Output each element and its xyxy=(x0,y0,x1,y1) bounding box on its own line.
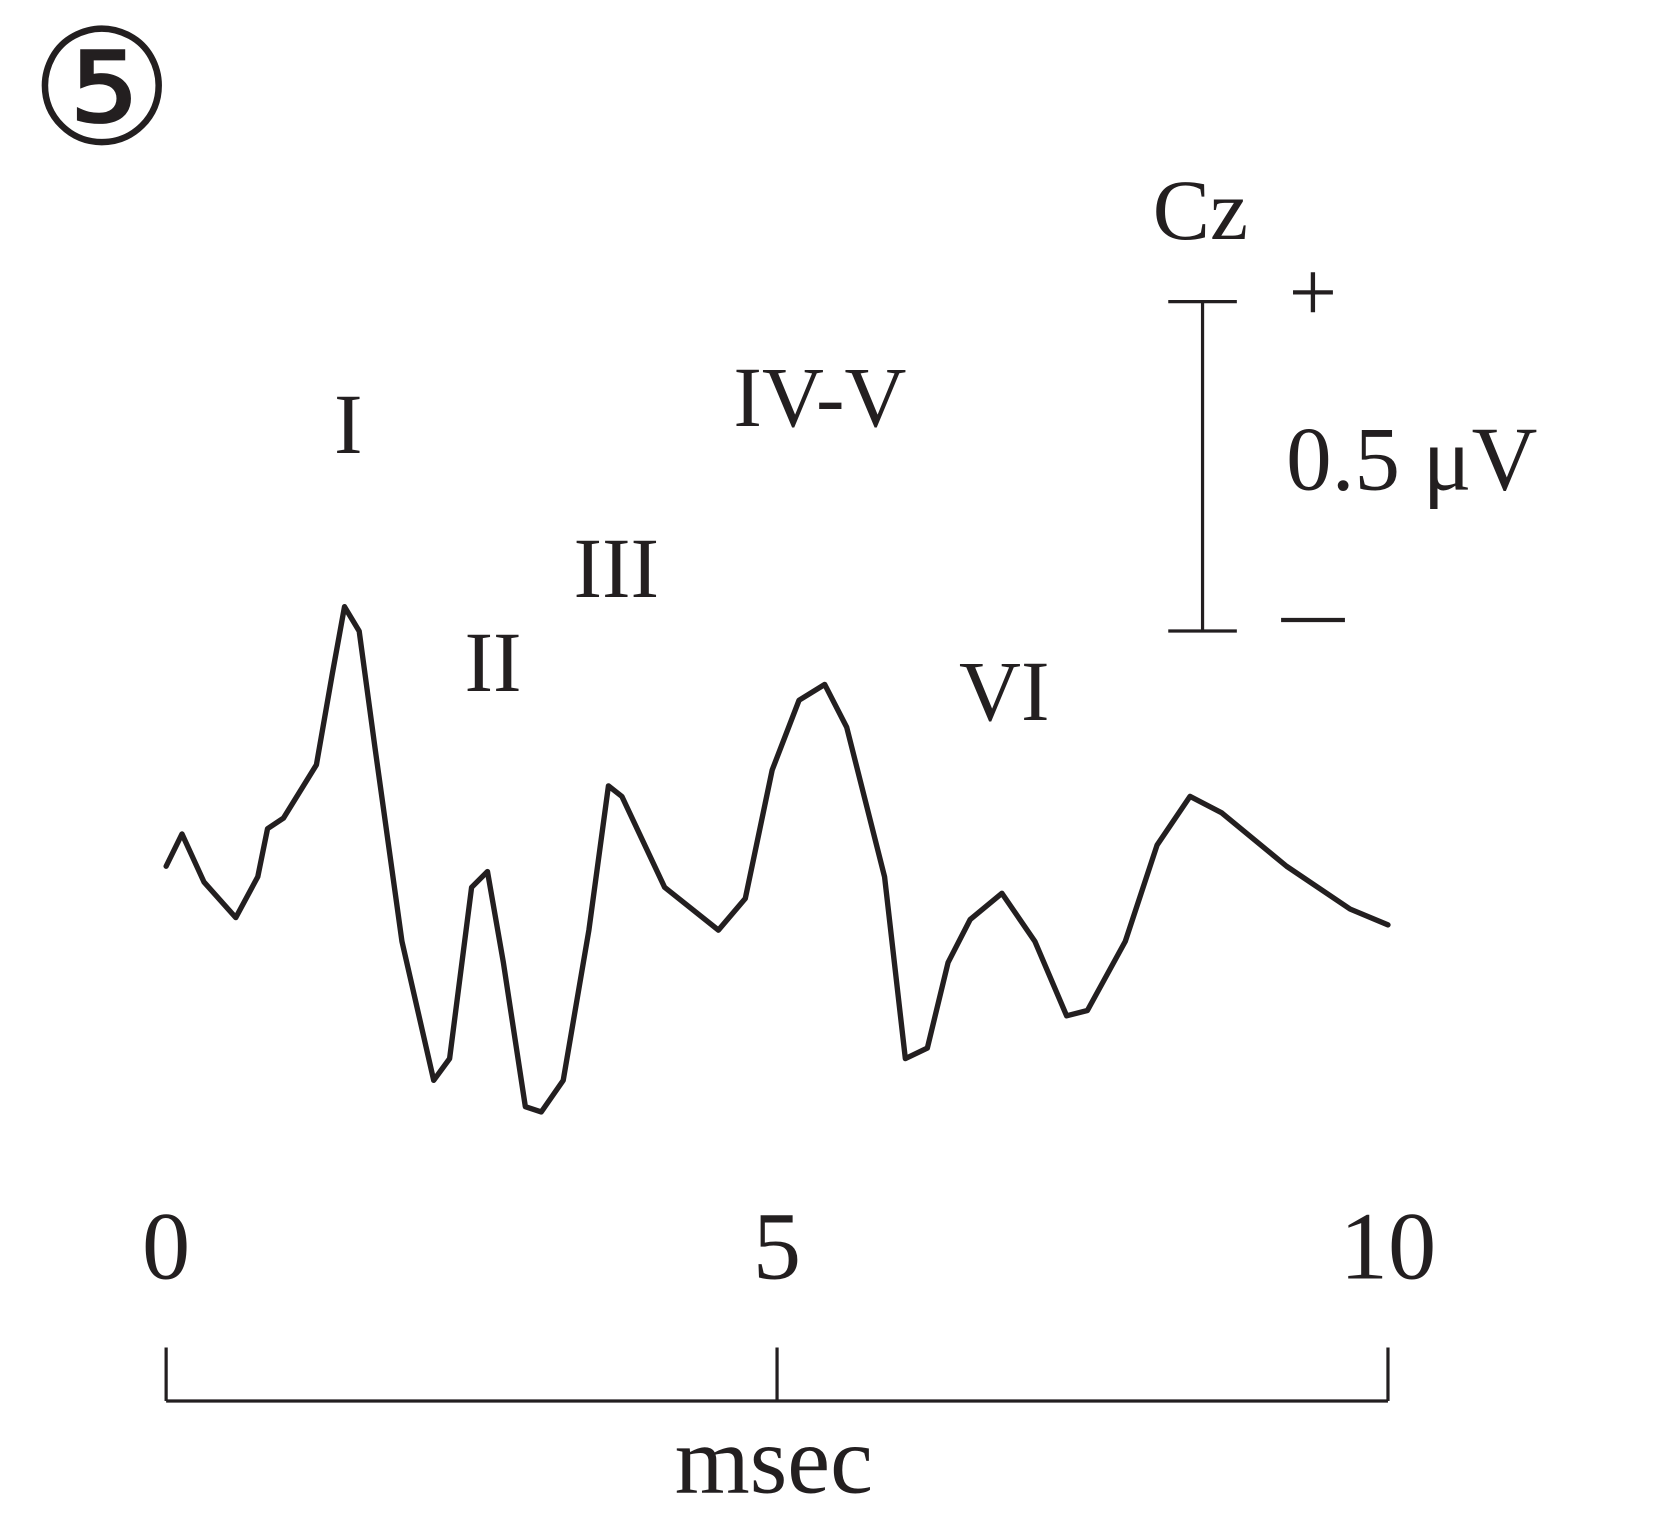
x-tick-label: 5 xyxy=(753,1193,801,1300)
peak-label: I xyxy=(334,377,363,472)
peak-label: III xyxy=(573,521,659,616)
scale-plus: + xyxy=(1289,245,1337,340)
figure-label: ⑤ xyxy=(30,1,174,179)
peak-label: VI xyxy=(959,644,1049,739)
x-tick-label: 10 xyxy=(1340,1193,1436,1300)
x-axis-label: msec xyxy=(675,1407,873,1514)
peak-label: II xyxy=(464,615,521,710)
peak-label: IV-V xyxy=(733,350,906,445)
waveform xyxy=(163,604,1391,1115)
x-tick-label: 0 xyxy=(142,1193,190,1300)
scale-minus: − xyxy=(1274,572,1351,667)
channel-label: Cz xyxy=(1153,163,1248,258)
scale-label: 0.5 μV xyxy=(1286,408,1537,509)
